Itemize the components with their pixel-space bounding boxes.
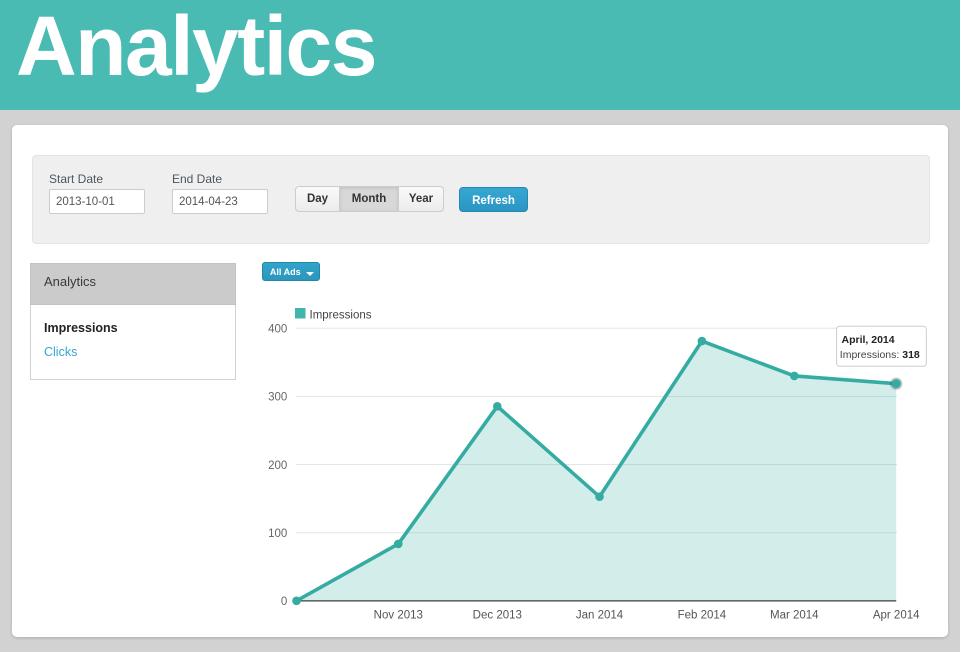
svg-text:300: 300: [268, 392, 287, 404]
svg-text:Dec 2013: Dec 2013: [473, 609, 522, 621]
svg-text:April, 2014: April, 2014: [842, 334, 895, 346]
svg-text:0: 0: [281, 596, 287, 608]
svg-text:Apr 2014: Apr 2014: [873, 609, 920, 621]
svg-text:Nov 2013: Nov 2013: [374, 609, 423, 621]
svg-text:Feb 2014: Feb 2014: [678, 609, 727, 621]
svg-text:Mar 2014: Mar 2014: [770, 609, 819, 621]
svg-text:200: 200: [268, 460, 287, 472]
svg-text:400: 400: [268, 324, 287, 336]
svg-text:Impressions: Impressions: [310, 309, 372, 321]
svg-text:Jan 2014: Jan 2014: [576, 609, 624, 621]
svg-text:100: 100: [268, 528, 287, 540]
svg-text:Impressions: 318: Impressions: 318: [840, 349, 920, 361]
